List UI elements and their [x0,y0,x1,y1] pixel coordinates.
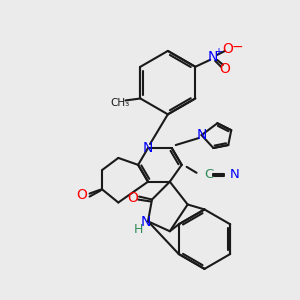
Text: O: O [128,190,139,205]
Text: O: O [76,188,87,202]
Text: N: N [208,50,218,64]
Text: C: C [205,168,214,181]
Text: H: H [134,223,143,236]
Text: CH₃: CH₃ [110,98,129,108]
Text: O: O [223,42,233,56]
Text: −: − [231,40,243,54]
Text: N: N [229,168,239,181]
Text: N: N [196,128,207,142]
Text: N: N [143,141,153,155]
Text: N: N [141,215,151,229]
Text: +: + [214,47,222,57]
Text: O: O [220,62,230,76]
